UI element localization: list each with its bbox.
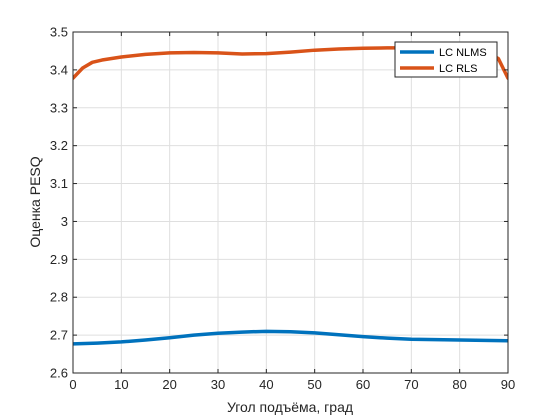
x-tick-label: 70 xyxy=(404,377,418,392)
y-tick-label: 2.7 xyxy=(50,328,68,343)
x-tick-label: 50 xyxy=(307,377,321,392)
legend-label-lc-rls: LC RLS xyxy=(439,63,478,75)
x-tick-label: 80 xyxy=(452,377,466,392)
y-tick-label: 2.9 xyxy=(50,252,68,267)
legend: LC NLMS LC RLS xyxy=(395,42,497,77)
y-axis-label: Оценка PESQ xyxy=(27,156,43,247)
y-tick-label: 3.5 xyxy=(50,25,68,40)
y-tick-label: 3 xyxy=(61,214,68,229)
legend-label-lc-nlms: LC NLMS xyxy=(439,47,487,59)
plot-area xyxy=(73,32,508,373)
x-tick-label: 0 xyxy=(69,377,76,392)
y-tick-label: 2.8 xyxy=(50,290,68,305)
x-tick-label: 60 xyxy=(356,377,370,392)
x-tick-label: 90 xyxy=(501,377,515,392)
x-tick-label: 30 xyxy=(211,377,225,392)
y-tick-label: 3.1 xyxy=(50,176,68,191)
y-tick-label: 3.2 xyxy=(50,138,68,153)
x-tick-label: 20 xyxy=(162,377,176,392)
y-tick-label: 2.6 xyxy=(50,366,68,381)
x-axis-label: Угол подъёма, град xyxy=(227,399,353,415)
x-tick-label: 10 xyxy=(114,377,128,392)
x-tick-label: 40 xyxy=(259,377,273,392)
grid-lines xyxy=(73,32,508,373)
y-tick-label: 3.4 xyxy=(50,62,68,77)
y-tick-label: 3.3 xyxy=(50,100,68,115)
